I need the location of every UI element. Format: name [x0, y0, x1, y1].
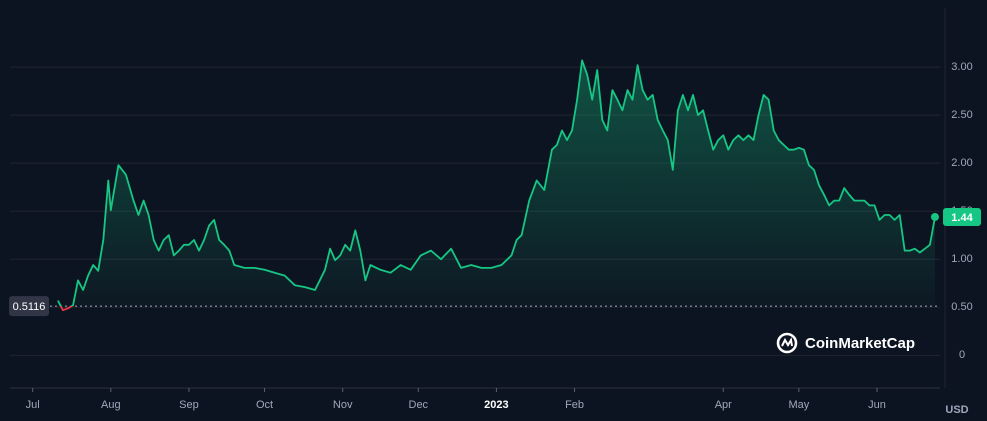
- x-tick-label: May: [788, 399, 809, 411]
- x-tick-label: 2023: [484, 399, 508, 411]
- x-tick-label: Jul: [26, 399, 40, 411]
- last-point: [930, 212, 939, 221]
- x-tick-label: Dec: [409, 399, 429, 411]
- x-tick-label: Apr: [715, 399, 732, 411]
- x-tick-label: Oct: [256, 399, 273, 411]
- y-tick-label: 0.50: [951, 301, 972, 313]
- watermark-logo: [776, 332, 798, 354]
- currency-label: USD: [945, 404, 968, 416]
- x-tick-label: Aug: [101, 399, 121, 411]
- x-tick-label: Nov: [333, 399, 353, 411]
- price-line: [57, 59, 936, 307]
- watermark: CoinMarketCap: [805, 335, 915, 352]
- y-tick-label: 2.00: [951, 157, 972, 169]
- y-tick-label: 1.00: [951, 253, 972, 265]
- y-tick-label: 0: [959, 349, 965, 361]
- x-tick-label: Sep: [179, 399, 199, 411]
- reference-badge: [9, 296, 49, 317]
- last-value-label: 1.44: [951, 212, 973, 224]
- x-tick-label: Feb: [565, 399, 584, 411]
- y-tick-label: 2.50: [951, 109, 972, 121]
- y-tick-label: 3.00: [951, 61, 972, 73]
- last-value-badge: [943, 207, 981, 226]
- x-tick-label: Jun: [868, 399, 886, 411]
- reference-label: 0.5116: [13, 301, 46, 313]
- price-area: [57, 60, 936, 311]
